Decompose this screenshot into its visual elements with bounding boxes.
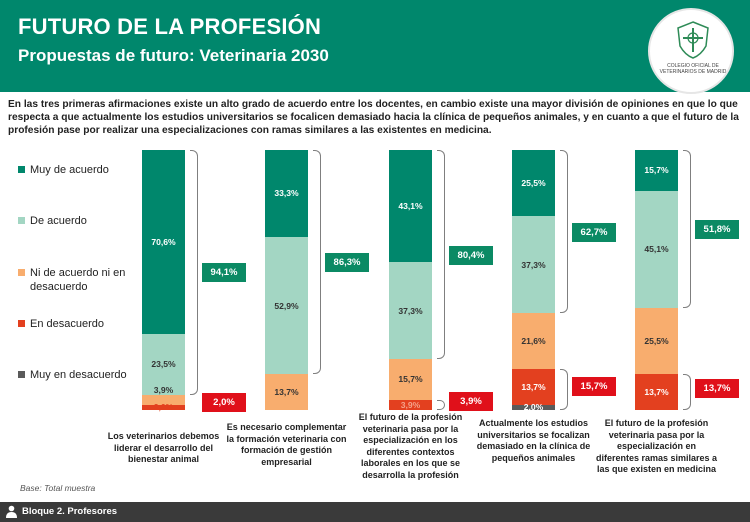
bar-segment [389, 262, 432, 360]
bar-segment [635, 150, 678, 191]
header-banner: FUTURO DE LA PROFESIÓN Propuestas de fut… [0, 0, 750, 94]
intro-text: En las tres primeras afirmaciones existe… [8, 99, 739, 136]
category-label: Es necesario complementar la formación v… [226, 422, 347, 467]
bar-segment [635, 190, 678, 309]
bar-value-label: 45,1% [644, 244, 669, 255]
bar-value-label: 13,7% [644, 387, 669, 398]
bar-value-label: 52,9% [274, 300, 299, 311]
legend-swatch [18, 217, 25, 224]
disagree-bracket [437, 399, 445, 410]
bar-segment [512, 369, 555, 405]
legend-label: Ni de acuerdo ni en desacuerdo [30, 267, 126, 293]
category-label: El futuro de la profesión veterinaria pa… [595, 418, 718, 474]
agree-bracket [560, 150, 568, 314]
legend-label: Muy en desacuerdo [30, 369, 127, 381]
bar-value-label: 23,5% [151, 359, 176, 370]
bar-segment [635, 308, 678, 375]
category-label: El futuro de la profesión veterinaria pa… [358, 412, 463, 480]
agree-bracket [190, 150, 198, 395]
bar-value-label: 70,6% [151, 236, 176, 247]
bar-segment [265, 374, 308, 410]
legend-label: De acuerdo [30, 215, 87, 227]
category-label: Los veterinarios debemos liderar el desa… [107, 431, 220, 464]
bar-segment [265, 236, 308, 375]
disagree-total-callout: 2,0% [202, 393, 246, 412]
logo-text: COLEGIO OFICIAL DE VETERINARIOS DE MADRI… [659, 63, 727, 75]
bar-value-label: 15,7% [398, 374, 423, 385]
agree-total-callout: 62,7% [572, 222, 616, 242]
person-icon [6, 505, 17, 518]
page-subtitle: Propuestas de futuro: Veterinaria 2030 [18, 46, 329, 65]
bar-value-label: 3,9% [400, 399, 421, 410]
bar-segment [635, 374, 678, 410]
agree-bracket [683, 150, 691, 309]
bar-value-label: 13,7% [521, 382, 546, 392]
agree-bracket [437, 150, 445, 360]
legend-swatch [18, 269, 25, 276]
bar-segment [512, 313, 555, 370]
bar-value-label: 21,6% [521, 336, 546, 347]
disagree-bracket [683, 374, 691, 410]
agree-total-callout: 94,1% [202, 263, 246, 283]
legend-swatch [18, 166, 25, 173]
disagree-total-callout: 13,7% [695, 379, 739, 399]
bar-segment [389, 150, 432, 263]
legend-label: Muy de acuerdo [30, 164, 109, 176]
disagree-total-callout: 3,9% [449, 391, 493, 411]
bar-value-label: 37,3% [521, 259, 546, 270]
shield-emblem-icon [677, 21, 709, 59]
bar-segment [142, 404, 185, 410]
bar-segment [512, 216, 555, 314]
bar-value-label: 33,3% [274, 188, 299, 199]
agree-bracket [313, 150, 321, 375]
bar-value-label: 37,3% [398, 305, 423, 316]
bar-segment [142, 333, 185, 395]
bar-segment [512, 404, 555, 410]
college-logo: COLEGIO OFICIAL DE VETERINARIOS DE MADRI… [648, 8, 734, 94]
bar-segment [142, 150, 185, 334]
legend-swatch [18, 371, 25, 378]
bar-segment [389, 359, 432, 400]
disagree-total-callout: 15,7% [572, 376, 616, 396]
legend-swatch [18, 320, 25, 327]
footer-label: Bloque 2. Profesores [22, 506, 118, 517]
bar-value-label: 2,0% [153, 401, 174, 412]
bar-segment [389, 399, 432, 410]
bar-segment [512, 150, 555, 217]
bar-value-label: 2,0% [523, 402, 544, 413]
page-title: FUTURO DE LA PROFESIÓN [18, 14, 322, 39]
agree-total-callout: 86,3% [325, 253, 369, 273]
base-note: Base: Total muestra [20, 483, 96, 493]
disagree-bracket [560, 369, 568, 410]
bar-value-label: 25,5% [521, 178, 546, 189]
bar-value-label: 3,9% [153, 384, 174, 395]
bar-segment [142, 394, 185, 405]
agree-total-callout: 80,4% [449, 245, 493, 265]
category-label: Actualmente los estudios universitarios … [476, 418, 591, 463]
footer-bar: Bloque 2. Profesores [0, 502, 750, 522]
bar-value-label: 25,5% [644, 336, 669, 347]
bar-value-label: 43,1% [398, 201, 423, 212]
bar-value-label: 13,7% [274, 387, 299, 398]
bar-segment [265, 150, 308, 237]
agree-total-callout: 51,8% [695, 220, 739, 240]
bar-value-label: 15,7% [644, 165, 669, 176]
legend-label: En desacuerdo [30, 318, 104, 330]
